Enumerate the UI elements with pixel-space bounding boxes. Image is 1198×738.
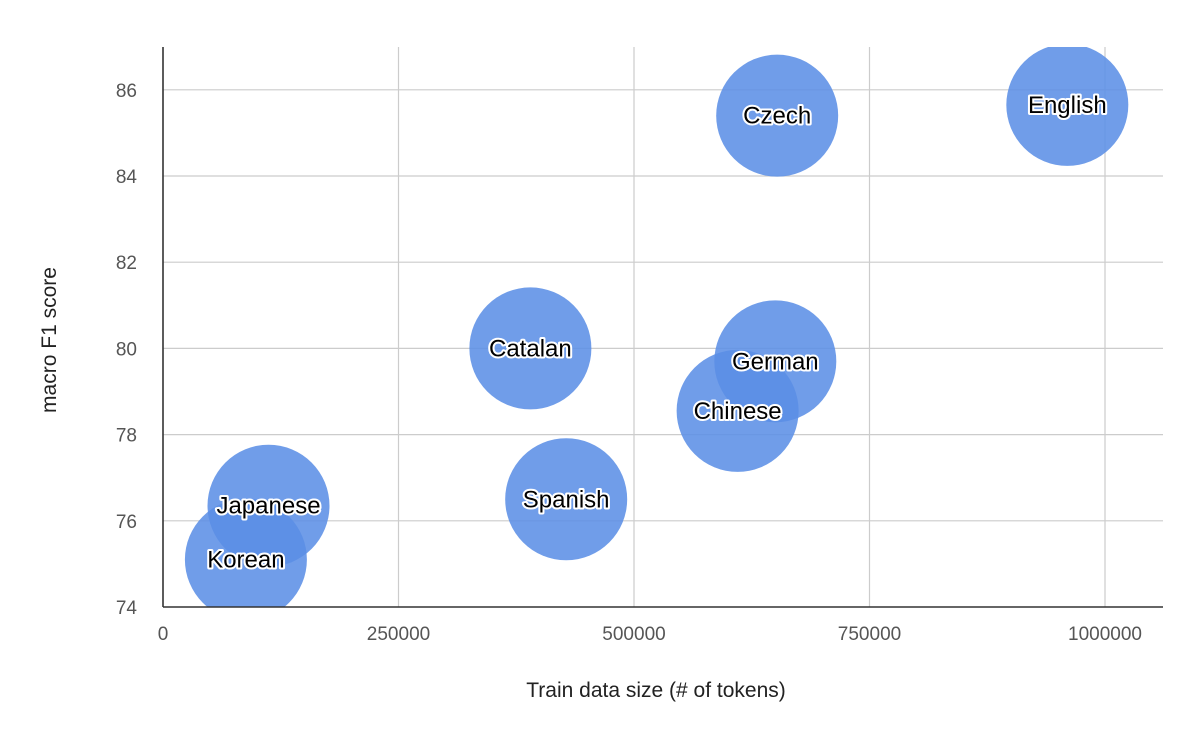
x-tick-label: 750000 [838, 624, 901, 645]
x-axis-title: Train data size (# of tokens) [526, 679, 786, 702]
bubble-label-catalan: Catalan [489, 335, 572, 362]
bubble-spanish[interactable] [505, 438, 628, 561]
bubble-label-czech: Czech [743, 103, 811, 130]
y-tick-label: 78 [116, 426, 137, 447]
y-axis-title: macro F1 score [38, 267, 61, 413]
bubble-chinese[interactable] [676, 349, 799, 472]
x-tick-label: 1000000 [1068, 624, 1142, 645]
x-tick-label: 250000 [367, 624, 430, 645]
y-tick-label: 80 [116, 339, 137, 360]
y-tick-label: 82 [116, 253, 137, 274]
x-tick-label: 500000 [602, 624, 665, 645]
tick-labels: 74 76 78 80 82 84 86 0 250000 500000 750000 1000000 [116, 81, 1142, 645]
y-tick-label: 84 [116, 167, 138, 188]
bubble-label-japanese: Japanese [216, 493, 320, 520]
bubbles [184, 44, 1129, 621]
bubble-label-spanish: Spanish [523, 486, 610, 513]
y-tick-label: 76 [116, 512, 137, 533]
axes [162, 47, 1163, 608]
bubble-label-german: German [732, 348, 819, 375]
bubble-english[interactable] [1006, 44, 1129, 166]
y-tick-label: 86 [116, 81, 137, 102]
bubble-catalan[interactable] [469, 287, 592, 410]
bubble-czech[interactable] [716, 54, 839, 177]
x-tick-label: 0 [158, 624, 169, 645]
grid-lines [163, 47, 1163, 607]
y-tick-label: 74 [116, 598, 138, 619]
bubble-label-chinese: Chinese [694, 398, 782, 425]
bubble-label-korean: Korean [207, 547, 284, 574]
bubble-korean[interactable] [184, 498, 307, 621]
bubble-labels: Czech English Catalan German Chinese Spanish J… [205, 90, 1108, 576]
bubble-label-english: English [1028, 92, 1107, 119]
